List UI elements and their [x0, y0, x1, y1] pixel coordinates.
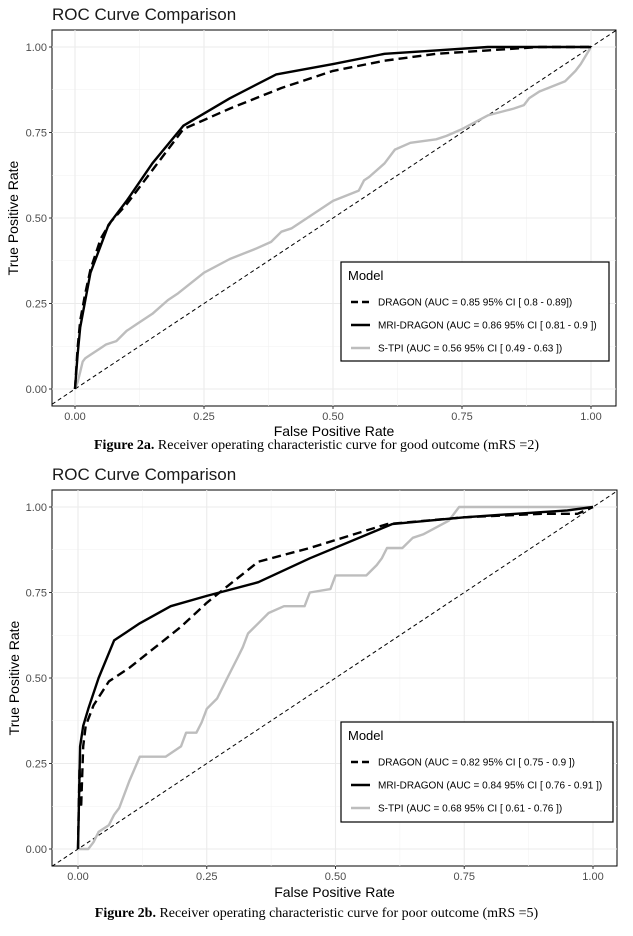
chart-2a-series-2-line	[73, 46, 593, 390]
roc-chart-2a: ROC Curve Comparison 0.00 0.25 0.50 0.75 1.00…	[5, 5, 617, 436]
chart-2b-y-tick-label: 0.00	[26, 844, 47, 856]
chart-2b-title: ROC Curve Comparison	[52, 465, 236, 484]
chart-2a-legend-label-1: MRI-DRAGON (AUC = 0.86 95% CI [ 0.81 - 0…	[378, 321, 597, 332]
chart-2a-y-tick-label: 0.50	[26, 213, 47, 225]
chart-2b-y-tick-label: 0.50	[26, 673, 47, 685]
chart-2b-x-tick-label: 0.25	[196, 871, 217, 883]
chart-2a-legend-label-0: DRAGON (AUC = 0.85 95% CI [ 0.8 - 0.89])	[378, 298, 572, 309]
chart-2b-x-tick-label: 0.50	[325, 871, 346, 883]
chart-2b-x-axis-title: False Positive Rate	[274, 884, 395, 900]
chart-2b-legend-label-0: DRAGON (AUC = 0.82 95% CI [ 0.75 - 0.9 ]…	[378, 758, 575, 769]
chart-2b-x-tick-label: 1.00	[582, 871, 603, 883]
chart-2a-legend-title: Model	[348, 268, 384, 283]
chart-2a-legend-label-2: S-TPI (AUC = 0.56 95% CI [ 0.49 - 0.63 ]…	[378, 344, 562, 355]
figure-2b-caption-text: Receiver operating characteristic curve …	[155, 906, 539, 921]
chart-2b-y-tick-label: 0.25	[26, 759, 47, 771]
chart-2a-y-axis-title: True Positive Rate	[5, 160, 21, 275]
figure-2a-caption: Figure 2a. Receiver operating characteri…	[0, 438, 633, 454]
chart-2a-legend-box	[340, 261, 610, 362]
chart-2b-series-1-line	[76, 505, 594, 850]
chart-2b-x-tick-label: 0.00	[67, 871, 88, 883]
chart-2a-x-axis-title: False Positive Rate	[274, 423, 395, 436]
figure-2b-caption-label: Figure 2b.	[94, 906, 156, 921]
figure-2a-caption-label: Figure 2a.	[94, 438, 155, 453]
chart-2a-series-1-line	[73, 45, 591, 390]
chart-2a-y-tick-label: 0.25	[26, 299, 47, 311]
chart-2a-x-tick-label: 0.00	[64, 411, 85, 423]
figure-2b-caption: Figure 2b. Receiver operating characteri…	[0, 906, 633, 922]
chart-2b-y-tick-label: 0.75	[26, 588, 47, 600]
figure-2a-caption-text: Receiver operating characteristic curve …	[154, 438, 539, 453]
chart-2a-x-tick-label: 0.75	[451, 411, 472, 423]
figure-2b: ROC Curve Comparison 0.00 0.25 0.50 0.75 1.00…	[0, 460, 633, 936]
chart-2a-x-tick-label: 1.00	[580, 411, 601, 423]
chart-2b-reference-diagonal	[51, 490, 618, 867]
chart-2b-y-tick-label: 1.00	[26, 502, 47, 514]
chart-2a-y-tick-label: 1.00	[26, 42, 47, 54]
chart-2b-legend-box	[340, 721, 614, 823]
figure-2a: ROC Curve Comparison 0.00 0.25 0.50 0.75 1.00…	[0, 0, 633, 460]
chart-2a-y-tick-label: 0.75	[26, 128, 47, 140]
chart-2a-series-0-line	[73, 45, 591, 390]
chart-2b-legend-title: Model	[348, 728, 384, 743]
chart-2b-y-axis-title: True Positive Rate	[6, 620, 22, 735]
chart-2b-series-2-line	[78, 505, 593, 851]
chart-2b-x-tick-label: 0.75	[454, 871, 475, 883]
chart-2b-legend-label-1: MRI-DRAGON (AUC = 0.84 95% CI [ 0.76 - 0…	[378, 781, 602, 792]
chart-2a-x-tick-label: 0.25	[193, 411, 214, 423]
chart-2a-reference-diagonal	[51, 30, 617, 405]
chart-2a-title: ROC Curve Comparison	[52, 5, 236, 24]
chart-2b-legend-label-2: S-TPI (AUC = 0.68 95% CI [ 0.61 - 0.76 ]…	[378, 804, 562, 815]
roc-chart-2b: ROC Curve Comparison 0.00 0.25 0.50 0.75 1.00…	[6, 465, 618, 900]
chart-2a-y-tick-label: 0.00	[26, 384, 47, 396]
chart-2a-x-tick-label: 0.50	[322, 411, 343, 423]
